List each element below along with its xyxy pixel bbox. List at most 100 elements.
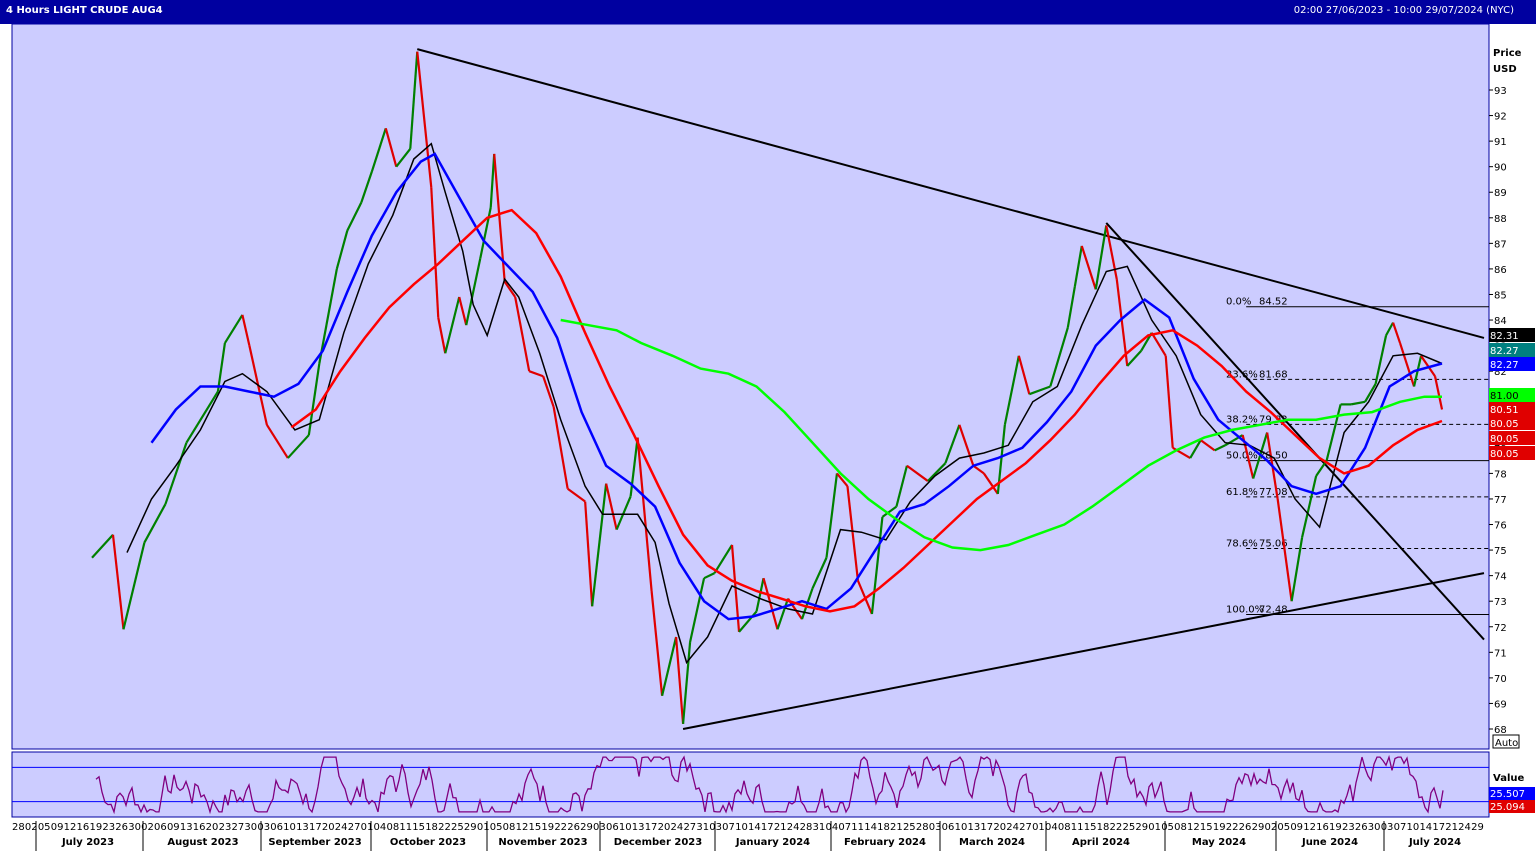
price-segment	[1115, 279, 1129, 367]
price-segment	[528, 370, 544, 378]
x-tick-label: 13	[180, 822, 193, 833]
price-segment	[906, 464, 929, 482]
fib-level-value: 79.92	[1259, 414, 1288, 425]
x-tick-label: 15	[528, 822, 541, 833]
price-segment	[552, 406, 569, 489]
price-segment	[605, 483, 618, 530]
x-tick-label: 24	[787, 822, 800, 833]
price-segment	[1214, 444, 1226, 452]
price-segment	[972, 464, 985, 475]
x-tick-label: 12	[1303, 822, 1316, 833]
price-segment	[1290, 537, 1304, 602]
price-segment	[1399, 342, 1416, 387]
x-tick-label: 08	[1174, 822, 1187, 833]
x-tick-label: 17	[761, 822, 774, 833]
price-segment	[1066, 286, 1076, 328]
x-tick-label: 28	[800, 822, 813, 833]
price-segment	[703, 572, 716, 580]
ma-green-line	[560, 318, 1442, 552]
price-segment	[811, 557, 828, 589]
x-tick-label: 14	[1419, 822, 1432, 833]
x-tick-label: 04	[1045, 822, 1058, 833]
fib-level-value: 84.52	[1259, 297, 1288, 308]
x-tick-label: 02	[25, 822, 38, 833]
price-tag	[1489, 402, 1535, 416]
x-tick-label: 13	[968, 822, 981, 833]
price-segment	[542, 375, 555, 408]
y-tick-label: 89	[1494, 188, 1507, 199]
x-tick-label: 13	[296, 822, 309, 833]
y-tick-label: 77	[1494, 495, 1507, 506]
y-tick-label: 74	[1494, 572, 1507, 583]
x-tick-label: 08	[1058, 822, 1071, 833]
x-tick-label: 29	[1135, 822, 1148, 833]
y-tick-label: 70	[1494, 674, 1507, 685]
x-tick-label: 09	[1290, 822, 1303, 833]
price-segment	[982, 472, 999, 495]
price-segment	[185, 391, 219, 444]
price-segment	[1350, 400, 1366, 406]
x-tick-label: 17	[1432, 822, 1445, 833]
x-tick-label: 20	[322, 822, 335, 833]
price-segment	[241, 314, 251, 346]
price-segment	[846, 486, 860, 581]
price-segment	[1094, 225, 1108, 290]
x-tick-label: 19	[1329, 822, 1342, 833]
price-segment	[1315, 459, 1328, 477]
x-tick-label: 03	[257, 822, 270, 833]
price-segment	[615, 495, 632, 531]
x-tick-label: 09	[167, 822, 180, 833]
x-tick-label: 05	[1161, 822, 1174, 833]
x-tick-label: 27	[683, 822, 696, 833]
x-tick-label: 28	[916, 822, 929, 833]
price-tag	[1489, 357, 1535, 371]
y-axis-unit: USD	[1493, 64, 1517, 75]
x-tick-label: 29	[464, 822, 477, 833]
x-tick-label: 26	[1355, 822, 1368, 833]
x-month-label: July 2023	[61, 837, 114, 848]
x-month-label: May 2024	[1192, 837, 1246, 848]
x-tick-label: 23	[1342, 822, 1355, 833]
x-tick-label: 14	[748, 822, 761, 833]
fib-level-percent: 100.0%	[1226, 604, 1264, 615]
x-tick-label: 03	[593, 822, 606, 833]
price-segment	[164, 442, 188, 505]
x-tick-label: 05	[1277, 822, 1290, 833]
x-tick-label: 03	[1381, 822, 1394, 833]
x-tick-label: 12	[64, 822, 77, 833]
oscillator-value-label: 25.094	[1490, 802, 1525, 813]
price-tag	[1489, 431, 1535, 445]
x-tick-label: 30	[128, 822, 141, 833]
price-segment	[881, 505, 898, 518]
price-segment	[437, 317, 447, 354]
y-tick-label: 78	[1494, 469, 1507, 480]
fib-level-value: 81.68	[1259, 369, 1288, 380]
price-segment	[318, 268, 338, 364]
price-segment	[1028, 385, 1051, 396]
y-axis-label: Price	[1493, 48, 1522, 59]
price-segment	[416, 51, 433, 188]
x-tick-label: 08	[503, 822, 516, 833]
x-tick-label: 26	[115, 822, 128, 833]
price-segment	[409, 51, 419, 149]
x-tick-label: 22	[554, 822, 567, 833]
price-tag	[1489, 343, 1535, 357]
x-month-label: April 2024	[1072, 837, 1130, 848]
x-tick-label: 03	[709, 822, 722, 833]
x-tick-label: 21	[774, 822, 787, 833]
trendline	[1105, 222, 1485, 641]
auto-button[interactable]	[1492, 734, 1520, 749]
x-tick-label: 18	[1097, 822, 1110, 833]
fib-level-percent: 38.2%	[1226, 414, 1258, 425]
x-tick-label: 02	[1264, 822, 1277, 833]
price-segment	[1325, 404, 1342, 461]
y-tick-label: 82	[1494, 367, 1507, 378]
y-tick-label: 92	[1494, 112, 1507, 123]
x-tick-label: 07	[838, 822, 851, 833]
x-tick-label: 07	[1394, 822, 1407, 833]
y-tick-label: 84	[1494, 316, 1507, 327]
y-tick-label: 93	[1494, 86, 1507, 97]
price-segment	[1017, 355, 1031, 395]
trendline	[682, 572, 1485, 730]
